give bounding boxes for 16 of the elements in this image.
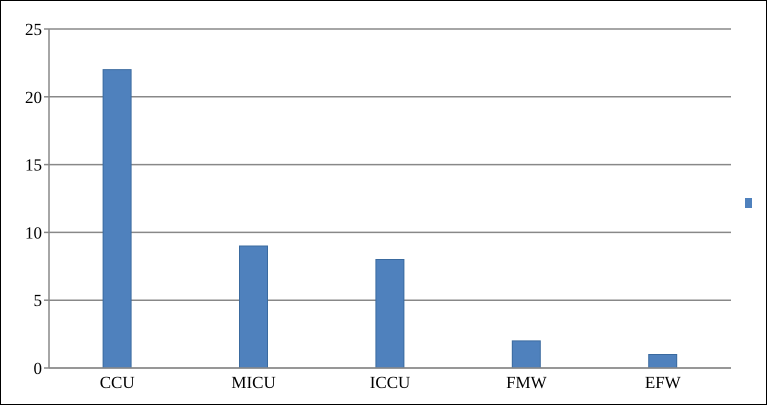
bar	[102, 69, 132, 368]
x-tick-label: ICCU	[370, 373, 410, 392]
bar	[239, 245, 268, 368]
x-tick-label: FMW	[506, 373, 548, 392]
y-tick-label: 20	[25, 88, 42, 107]
x-tick-label: CCU	[100, 373, 135, 392]
y-tick-label: 25	[25, 20, 42, 40]
x-tick-label: EFW	[644, 373, 682, 392]
bar	[512, 340, 541, 368]
bar	[375, 259, 404, 368]
x-tick-label: MICU	[231, 373, 276, 392]
y-tick-label: 0	[34, 359, 42, 378]
y-tick-label: 10	[25, 223, 42, 242]
y-tick-label: 15	[25, 156, 42, 175]
y-tick-label: 5	[34, 291, 42, 310]
bar	[648, 354, 678, 368]
